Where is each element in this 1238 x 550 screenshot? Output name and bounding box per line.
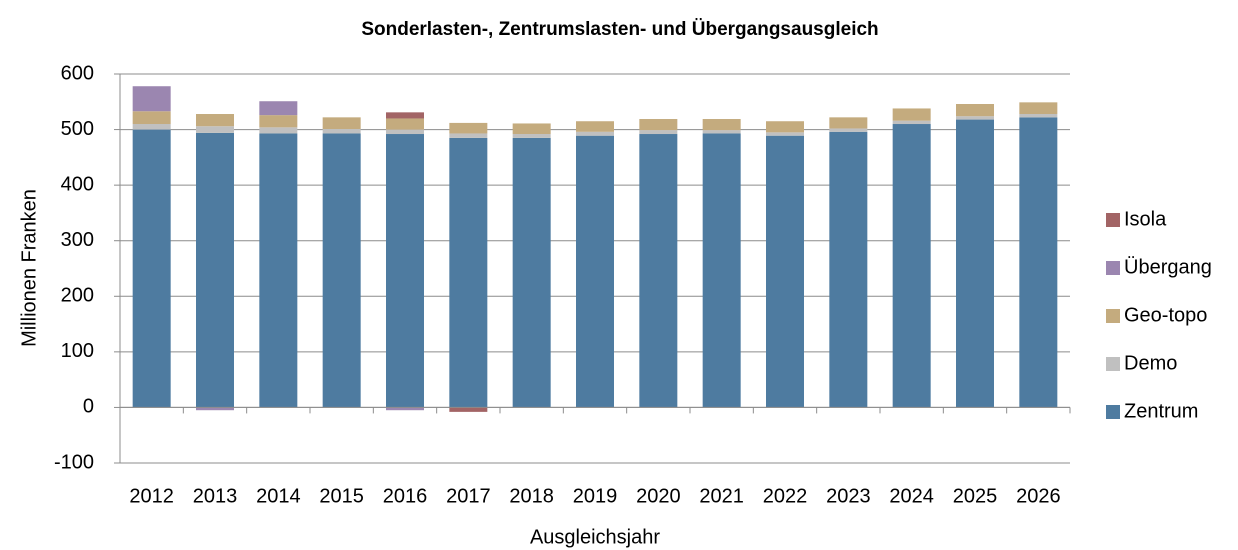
bar-segment: [196, 126, 234, 133]
bar-segment: [449, 133, 488, 138]
bar-segment: [829, 131, 868, 408]
bar-segment: [576, 131, 614, 136]
x-tick-label: 2024: [889, 485, 934, 507]
y-axis-label: Millionen Franken: [18, 189, 40, 347]
bar-segment: [702, 119, 741, 131]
x-tick-label: 2022: [763, 485, 808, 507]
bar-segment: [322, 129, 361, 134]
x-tick-label: 2017: [446, 485, 491, 507]
bar-segment: [702, 130, 741, 134]
bar-segment: [829, 117, 868, 129]
bar-segment: [766, 121, 804, 133]
y-tick-label: 200: [61, 285, 94, 307]
x-tick-label: 2020: [636, 485, 681, 507]
bar-segment: [702, 133, 741, 408]
legend-label: Zentrum: [1124, 400, 1198, 422]
bar-segment: [892, 120, 931, 125]
bar-segment: [1019, 102, 1058, 115]
bar-segment: [259, 127, 298, 134]
y-tick-label: 400: [61, 173, 94, 195]
y-tick-label: -100: [54, 451, 94, 473]
bar-segment: [386, 134, 424, 408]
bar-segment: [956, 119, 994, 408]
x-tick-label: 2013: [193, 485, 238, 507]
bar-segment: [196, 114, 234, 127]
bar-segment: [1019, 114, 1058, 118]
legend-label: Demo: [1124, 352, 1177, 374]
y-tick-label: 600: [61, 62, 94, 84]
bar-segment: [322, 117, 361, 130]
x-tick-label: 2019: [573, 485, 618, 507]
bar-segment: [892, 124, 931, 408]
y-tick-label: 300: [61, 229, 94, 251]
legend-swatch: [1106, 261, 1120, 275]
legend-label: Geo-topo: [1124, 304, 1207, 326]
bar-segment: [956, 104, 994, 117]
chart-title: Sonderlasten-, Zentrumslasten- und Überg…: [361, 19, 878, 40]
x-tick-label: 2023: [826, 485, 871, 507]
bar-segment: [449, 407, 488, 412]
legend-swatch: [1106, 213, 1120, 227]
bar-segment: [132, 129, 171, 408]
bar-segment: [132, 111, 171, 125]
bar-segment: [766, 132, 804, 136]
bar-segment: [196, 407, 234, 411]
x-tick-label: 2026: [1016, 485, 1061, 507]
y-tick-label: 0: [83, 396, 94, 418]
legend-label: Übergang: [1124, 256, 1212, 278]
bar-segment: [639, 134, 678, 408]
bar-segment: [766, 135, 804, 408]
bar-segment: [132, 86, 171, 112]
bar-segment: [259, 115, 298, 128]
bar-segment: [576, 135, 614, 408]
bar-segment: [386, 118, 424, 130]
bar-segment: [1019, 117, 1058, 408]
bar-segment: [132, 124, 171, 130]
y-tick-label: 500: [61, 118, 94, 140]
bar-segment: [386, 112, 424, 119]
bar-segment: [829, 128, 868, 132]
x-tick-label: 2015: [319, 485, 364, 507]
legend-label: Isola: [1124, 208, 1167, 230]
bar-segment: [386, 129, 424, 135]
bar-segment: [576, 121, 614, 132]
legend-swatch: [1106, 309, 1120, 323]
bar-segment: [322, 133, 361, 408]
legend-swatch: [1106, 357, 1120, 371]
x-axis-label: Ausgleichsjahr: [530, 526, 660, 548]
bar-segment: [512, 137, 551, 408]
bar-segment: [259, 133, 298, 408]
bar-segment: [449, 137, 488, 408]
x-tick-label: 2018: [509, 485, 554, 507]
bar-segment: [892, 108, 931, 121]
bar-segment: [956, 116, 994, 120]
bar-segment: [196, 132, 234, 408]
legend-swatch: [1106, 405, 1120, 419]
x-tick-label: 2012: [129, 485, 174, 507]
x-tick-label: 2025: [953, 485, 998, 507]
bar-segment: [386, 407, 424, 411]
x-tick-label: 2021: [699, 485, 744, 507]
bar-segment: [449, 122, 488, 134]
x-tick-label: 2016: [383, 485, 428, 507]
bar-segment: [512, 134, 551, 138]
bar-segment: [639, 130, 678, 135]
bar-segment: [512, 123, 551, 135]
bar-segment: [259, 101, 298, 116]
bar-segment: [639, 119, 678, 131]
x-tick-label: 2014: [256, 485, 301, 507]
y-tick-label: 100: [61, 340, 94, 362]
